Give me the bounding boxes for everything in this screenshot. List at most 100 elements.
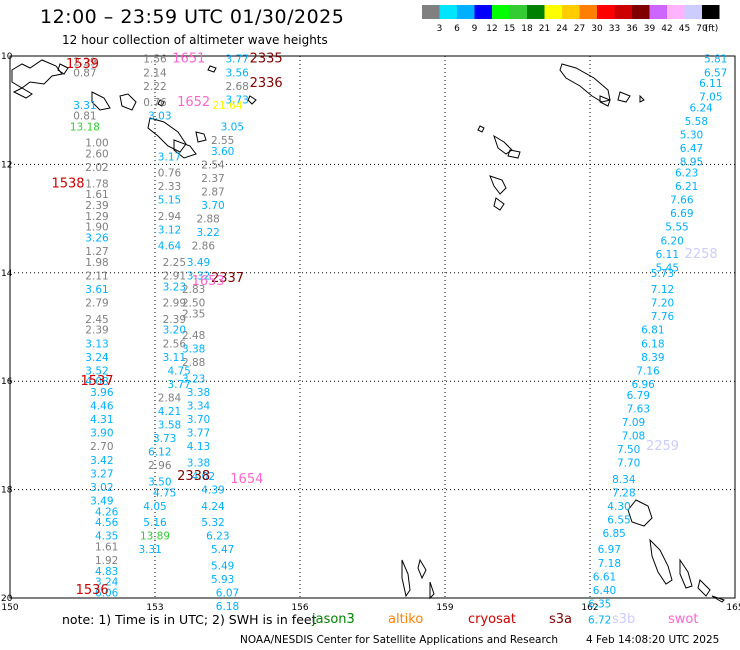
colorbar-swatch [544, 5, 562, 19]
island-outline [493, 197, 505, 211]
pass-time-label: 2259 [646, 439, 679, 454]
wave-height-label: 1.92 [95, 555, 118, 567]
wave-height-label: 7.05 [699, 92, 722, 104]
colorbar-tick-label: 3 [437, 24, 443, 34]
wave-height-label: 3.96 [90, 387, 114, 399]
wave-height-label: 2.79 [85, 298, 108, 310]
wave-height-label: 2.25 [163, 257, 186, 269]
wave-height-label: 3.50 [148, 476, 171, 488]
wave-height-label: 0.76 [158, 168, 182, 180]
wave-height-label: 5.73 [651, 268, 674, 280]
lon-tick-label: 162 [581, 603, 598, 613]
lat-tick-label: 18 [1, 486, 13, 496]
wave-height-label: 2.35 [182, 308, 205, 320]
generation-timestamp: 4 Feb 14:08:20 UTC 2025 [586, 634, 720, 646]
wave-height-label: 5.49 [211, 560, 234, 572]
pass-time-label: 1653 [192, 274, 225, 289]
wave-height-label: 1.29 [85, 211, 108, 223]
wave-height-label: 4.08 [85, 376, 108, 388]
wave-height-label: 5.55 [665, 222, 688, 234]
wave-height-label: 2.83 [182, 284, 205, 296]
island-outline [119, 93, 137, 111]
wave-height-label: 6.18 [641, 338, 664, 350]
wave-height-label: 2.88 [182, 357, 205, 369]
wave-height-label: 6.24 [689, 102, 713, 114]
map-frame [9, 55, 736, 599]
wave-height-label: 13.89 [140, 531, 170, 543]
pass-time-label: 1652 [177, 95, 210, 110]
colorbar-swatch [649, 5, 667, 19]
wave-height-label: 5.93 [211, 574, 234, 586]
island-outline [91, 91, 111, 111]
wave-height-label: 6.96 [631, 379, 655, 391]
wave-height-label: 2.91 [163, 271, 186, 283]
wave-height-label: 0.87 [73, 67, 96, 79]
wave-height-label: 3.31 [138, 544, 161, 556]
colorbar-swatch [474, 5, 492, 19]
wave-height-label: 6.97 [598, 544, 621, 556]
wave-height-label: 3.12 [158, 224, 181, 236]
wave-height-label: 2.96 [148, 460, 172, 472]
pass-time-label: 1538 [51, 176, 84, 191]
wave-height-label: 6.40 [593, 585, 616, 597]
wave-height-label: 3.73 [225, 94, 248, 106]
colorbar-swatch [579, 5, 597, 19]
wave-height-label: 2.54 [201, 159, 225, 171]
lon-tick-label: 153 [146, 603, 163, 613]
wave-height-label: 5.32 [201, 517, 224, 529]
wave-height-label: 3.11 [163, 352, 186, 364]
wave-height-label: 6.11 [699, 78, 722, 90]
wave-height-label: 1.61 [95, 542, 118, 554]
wave-height-label: 3.70 [201, 200, 224, 212]
colorbar-swatch [614, 5, 632, 19]
wave-height-label: 4.13 [187, 441, 210, 453]
wave-height-label: 3.49 [187, 257, 210, 269]
colorbar-tick-label: 36 [626, 24, 638, 34]
wave-height-label: 7.12 [651, 284, 674, 296]
colorbar-tick-label: 6 [454, 24, 460, 34]
island-outline [157, 99, 165, 107]
island-outline [477, 125, 485, 133]
wave-height-label: 13.18 [70, 121, 100, 133]
wave-height-label: 3.77 [187, 428, 210, 440]
wave-height-label: 21.64 [212, 100, 242, 112]
wave-height-label: 3.05 [221, 121, 244, 133]
colorbar-swatch [509, 5, 527, 19]
colorbar-tick-label: 27 [574, 24, 585, 34]
wave-height-label: 8.34 [612, 474, 636, 486]
island-outline [617, 91, 631, 103]
wave-height-label: 3.73 [153, 433, 176, 445]
legend-entry-jason3: jason3 [312, 612, 355, 627]
wave-height-label: 7.18 [598, 558, 621, 570]
wave-height-label: 6.21 [675, 181, 698, 193]
wave-height-label: 4.21 [158, 406, 181, 418]
colorbar-tick-label: 12 [486, 24, 497, 34]
island-outline [401, 559, 411, 598]
island-outline [147, 117, 187, 153]
wave-height-label: 3.23 [182, 373, 205, 385]
wave-height-label: 3.26 [85, 233, 109, 245]
island-outline [57, 63, 69, 75]
wave-height-label: 4.35 [95, 531, 118, 543]
lat-tick-label: 10 [1, 52, 13, 62]
wave-height-label: 5.30 [680, 130, 703, 142]
wave-height-label: 6.35 [588, 598, 611, 610]
wave-height-label: 7.70 [617, 458, 640, 470]
wave-height-label: 6.06 [95, 588, 119, 600]
units-note: note: 1) Time is in UTC; 2) SWH is in fe… [62, 612, 317, 627]
wave-height-label: 2.39 [85, 325, 108, 337]
island-outline [697, 579, 711, 597]
wave-height-label: 1.00 [85, 138, 108, 150]
wave-height-label: 7.63 [627, 403, 650, 415]
wave-height-label: 7.20 [651, 298, 674, 310]
island-outline [627, 499, 653, 527]
wave-height-label: 6.57 [704, 67, 727, 79]
lat-tick-label: 14 [1, 269, 13, 279]
wave-height-label: 8.95 [680, 157, 703, 169]
wave-height-label: 1.90 [85, 222, 108, 234]
wave-height-label: 3.77 [167, 379, 190, 391]
wave-height-label: 2.37 [201, 173, 224, 185]
pass-time-label: 1537 [80, 374, 113, 389]
wave-height-label: 2.02 [85, 162, 108, 174]
